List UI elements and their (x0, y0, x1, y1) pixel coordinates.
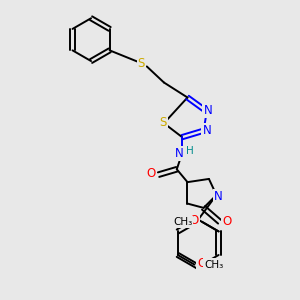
Text: O: O (146, 167, 156, 180)
Text: N: N (203, 104, 212, 117)
Text: O: O (190, 214, 199, 227)
Text: H: H (186, 146, 194, 156)
Text: N: N (214, 190, 223, 202)
Text: S: S (138, 57, 145, 70)
Text: CH₃: CH₃ (173, 217, 192, 227)
Text: N: N (202, 124, 211, 137)
Text: N: N (175, 147, 183, 160)
Text: S: S (159, 116, 167, 129)
Text: O: O (223, 215, 232, 228)
Text: O: O (197, 257, 207, 270)
Text: CH₃: CH₃ (204, 260, 224, 270)
